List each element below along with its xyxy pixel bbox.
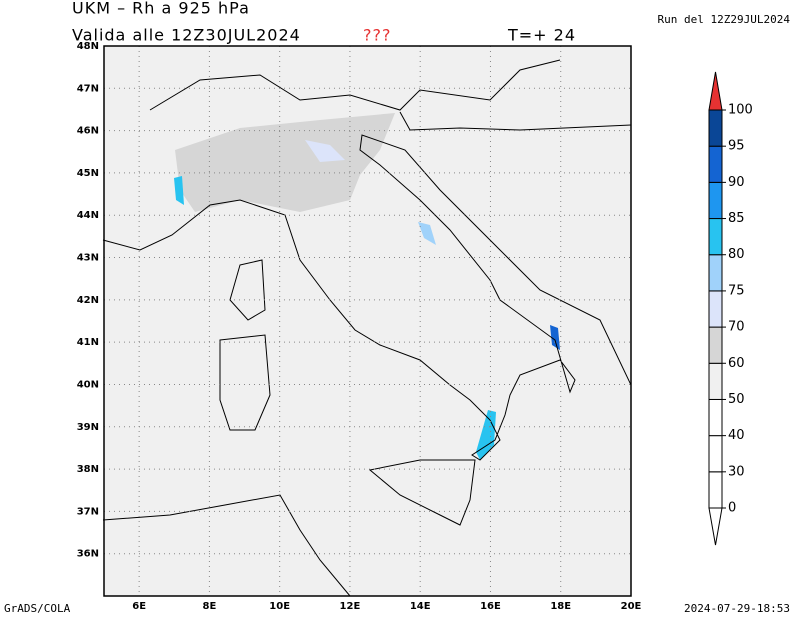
colorbar-label: 85 bbox=[728, 211, 745, 226]
footer-left: GrADS/COLA bbox=[4, 602, 71, 615]
colorbar-low bbox=[708, 507, 723, 546]
colorbar-label: 30 bbox=[728, 464, 745, 479]
lon-label: 12E bbox=[340, 601, 361, 612]
colorbar-label: 0 bbox=[728, 501, 736, 516]
colorbar-bin bbox=[708, 181, 723, 220]
lat-label: 38N bbox=[77, 464, 99, 475]
lon-label: 20E bbox=[621, 601, 642, 612]
colorbar-bin bbox=[708, 218, 723, 256]
title: UKM – Rh a 925 hPa bbox=[72, 0, 250, 18]
colorbar-bin bbox=[708, 326, 723, 364]
lat-label: 46N bbox=[77, 126, 99, 137]
lat-label: 43N bbox=[77, 253, 99, 264]
colorbar-label: 60 bbox=[728, 356, 745, 371]
lat-label: 45N bbox=[77, 168, 99, 179]
humid-area bbox=[550, 325, 560, 350]
lat-label: 37N bbox=[77, 506, 99, 517]
colorbar-label: 75 bbox=[728, 283, 745, 298]
lat-label: 47N bbox=[77, 83, 99, 94]
po-valley-shade bbox=[175, 113, 395, 212]
lat-label: 41N bbox=[77, 337, 99, 348]
colorbar-label: 90 bbox=[728, 175, 745, 190]
coastlines bbox=[102, 59, 632, 597]
lat-label: 48N bbox=[77, 41, 99, 52]
flag: ??? bbox=[363, 26, 391, 45]
sardinia bbox=[219, 334, 271, 431]
lat-label: 44N bbox=[77, 210, 99, 221]
colorbar-label: 50 bbox=[728, 392, 745, 407]
lead-time: T=+ 24 bbox=[507, 26, 576, 45]
humid-area bbox=[174, 176, 184, 205]
africa-coast bbox=[102, 494, 351, 597]
colorbar-label: 40 bbox=[728, 428, 745, 443]
lon-label: 8E bbox=[203, 601, 217, 612]
colorbar-bin bbox=[708, 290, 723, 328]
colorbar-label: 100 bbox=[728, 103, 753, 118]
corsica bbox=[229, 259, 266, 321]
lat-label: 36N bbox=[77, 549, 99, 560]
lat-label: 39N bbox=[77, 422, 99, 433]
lat-label: 40N bbox=[77, 379, 99, 390]
colorbar-label: 70 bbox=[728, 320, 745, 335]
valid-time: Valida alle 12Z30JUL2024 bbox=[72, 26, 301, 45]
colorbar-bin bbox=[708, 362, 723, 400]
footer-right: 2024-07-29-18:53 bbox=[684, 602, 790, 615]
colorbar-bin bbox=[708, 435, 723, 473]
map-frame bbox=[103, 45, 632, 597]
colorbar-bin bbox=[708, 145, 723, 183]
humid-area bbox=[418, 222, 436, 245]
colorbar-label: 95 bbox=[728, 139, 745, 154]
colorbar-high bbox=[708, 71, 723, 111]
colorbar-label: 80 bbox=[728, 247, 745, 262]
colorbar-bin bbox=[708, 254, 723, 292]
borders bbox=[149, 59, 632, 131]
lon-label: 10E bbox=[269, 601, 290, 612]
lon-label: 6E bbox=[132, 601, 146, 612]
lon-label: 18E bbox=[550, 601, 571, 612]
rh-shading bbox=[174, 113, 560, 460]
lat-label: 42N bbox=[77, 295, 99, 306]
colorbar: 0 30 40 50 60 70 75 80 85 90 95 100 bbox=[708, 71, 753, 546]
humid-area bbox=[305, 140, 345, 162]
lon-label: 16E bbox=[480, 601, 501, 612]
graticule: 48N 47N 46N 45N 44N 43N 42N 41N 40N 39N 38N 37N 36N 6… bbox=[77, 41, 642, 612]
colorbar-bin bbox=[708, 471, 723, 509]
run-time: Run del 12Z29JUL2024 bbox=[658, 13, 791, 26]
colorbar-bin bbox=[708, 398, 723, 437]
lon-label: 14E bbox=[410, 601, 431, 612]
colorbar-bin bbox=[708, 109, 723, 147]
sicily bbox=[368, 459, 476, 526]
coastline bbox=[102, 134, 632, 461]
